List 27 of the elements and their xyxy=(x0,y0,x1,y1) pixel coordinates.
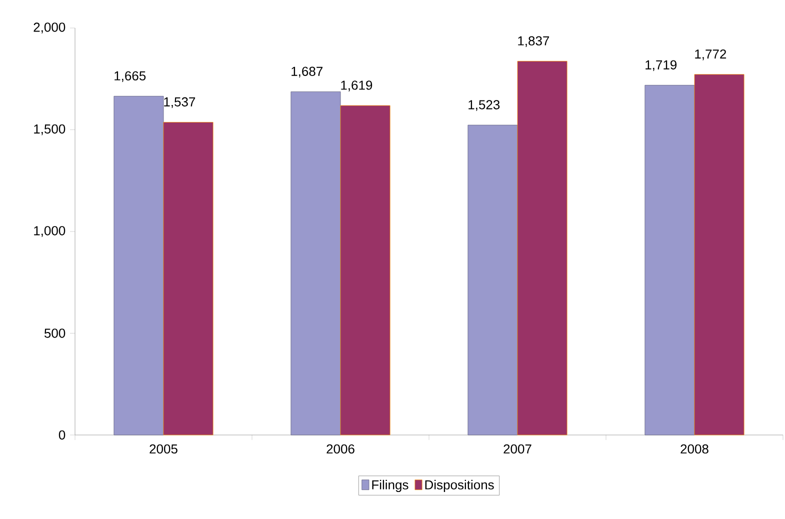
data-label: 1,665 xyxy=(114,71,146,82)
bar xyxy=(644,84,695,436)
data-label: 1,687 xyxy=(292,66,322,78)
bar xyxy=(517,60,568,436)
bar xyxy=(290,91,341,436)
data-label: 1,772 xyxy=(695,49,726,60)
y-tick-label: 500 xyxy=(44,328,66,338)
data-label: 1,837 xyxy=(518,36,550,47)
bar xyxy=(340,105,390,436)
y-tick-label: 0 xyxy=(58,430,66,440)
x-tick-label: 2006 xyxy=(326,444,354,454)
legend-label: Dispositions xyxy=(425,480,494,492)
data-label: 1,537 xyxy=(164,97,196,108)
bar xyxy=(114,96,164,436)
bar xyxy=(694,74,744,436)
y-tick-label: 2,000 xyxy=(34,22,66,34)
y-tick-label: 1,000 xyxy=(34,226,66,237)
x-tick-label: 2005 xyxy=(150,444,178,454)
legend-label: Filings xyxy=(372,480,408,492)
bar xyxy=(163,122,214,436)
x-tick-label: 2008 xyxy=(680,444,708,454)
data-label: 1,719 xyxy=(646,60,677,71)
data-label: 1,619 xyxy=(341,80,372,92)
bar xyxy=(468,124,518,436)
y-tick-label: 1,500 xyxy=(34,124,66,136)
data-label: 1,523 xyxy=(468,100,500,111)
x-tick-label: 2007 xyxy=(504,444,532,454)
